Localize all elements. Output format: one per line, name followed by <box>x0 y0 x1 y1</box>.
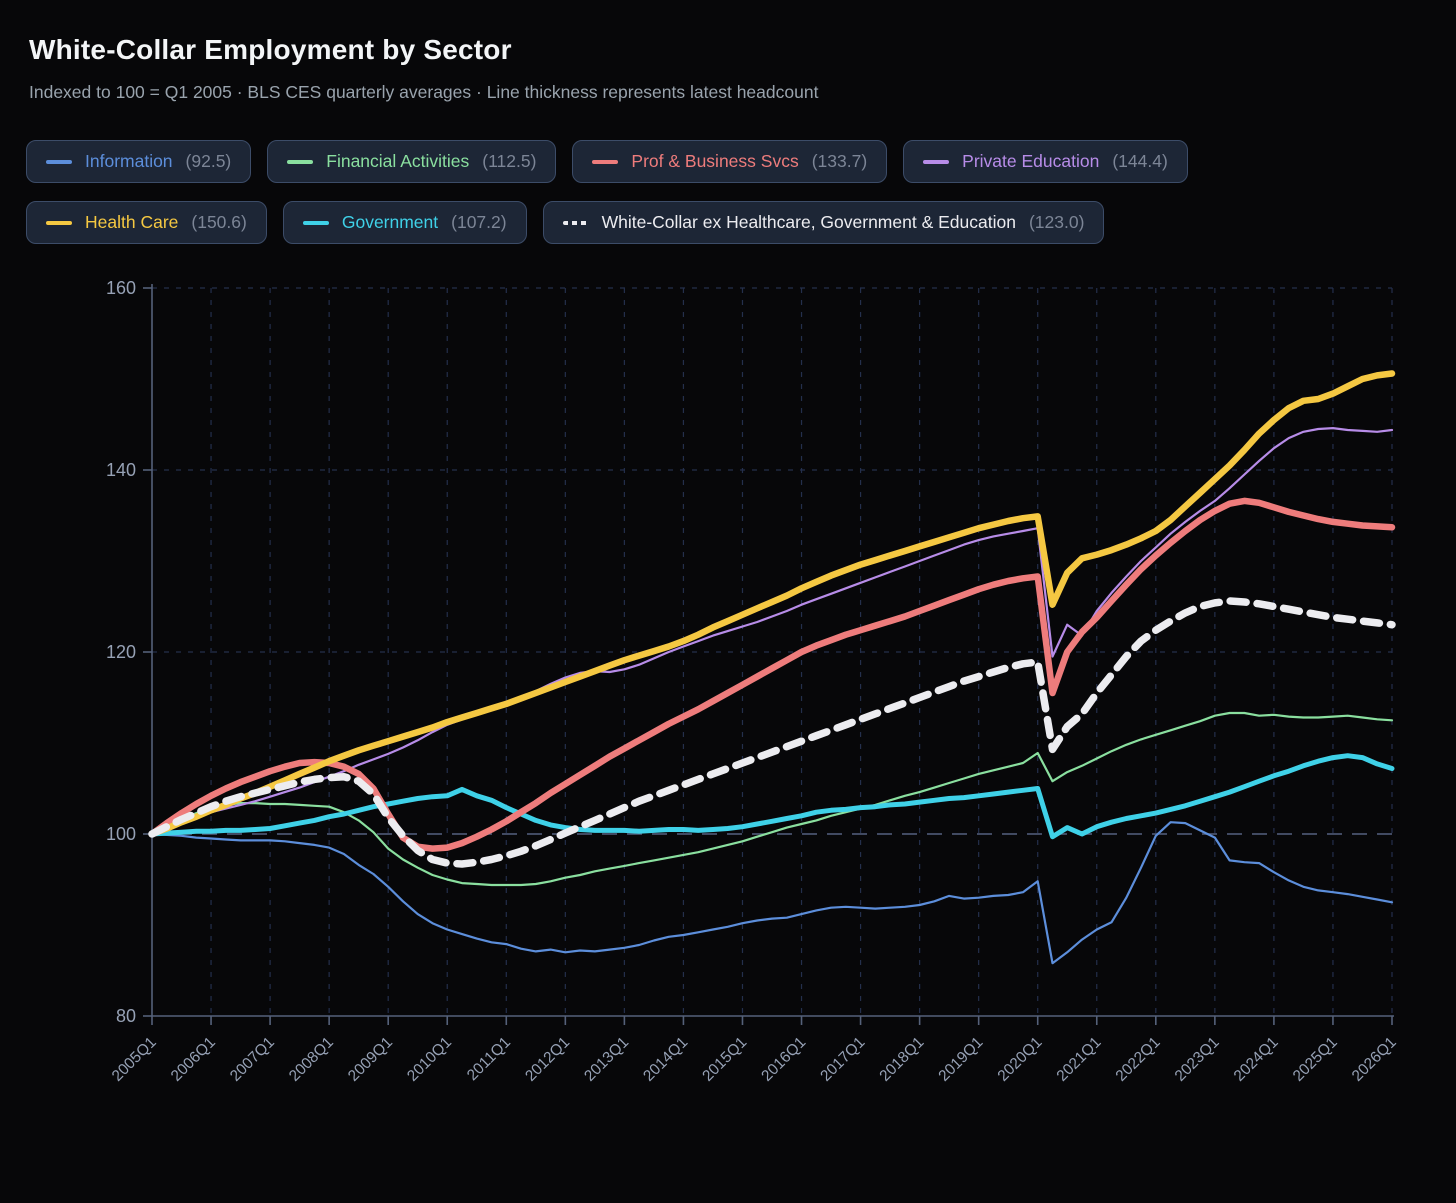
series-line-information <box>150 821 1394 965</box>
x-tick-label: 2023Q1 <box>1172 1034 1223 1085</box>
y-tick-label: 140 <box>106 460 136 480</box>
x-tick-label: 2016Q1 <box>758 1034 809 1085</box>
legend-swatch-health-care <box>46 220 72 225</box>
series-line-government <box>149 753 1395 840</box>
legend-chip-government[interactable]: Government (107.2) <box>282 201 527 244</box>
legend-label: Private Education <box>962 151 1100 171</box>
x-tick-label: 2012Q1 <box>522 1034 573 1085</box>
legend-swatch-government <box>302 220 329 225</box>
y-tick-label: 120 <box>106 642 136 662</box>
x-tick-label: 2008Q1 <box>286 1034 337 1085</box>
legend-label: Government <box>341 212 439 232</box>
x-tick-label: 2006Q1 <box>168 1034 219 1085</box>
chart-header: White-Collar Employment by Sector Indexe… <box>29 34 818 103</box>
x-tick-label: 2024Q1 <box>1231 1034 1282 1085</box>
legend-chip-information[interactable]: Information (92.5) <box>26 140 252 183</box>
series-line-financial-activities <box>150 711 1394 887</box>
y-tick-label: 100 <box>106 824 136 844</box>
legend-chip-private-education[interactable]: Private Education (144.4) <box>903 140 1188 183</box>
series-line-prof-business-svcs <box>148 497 1396 852</box>
y-tick-label: 80 <box>116 1006 136 1026</box>
legend-chip-white-collar-ex-healthcare-government-ed[interactable]: White-Collar ex Healthcare, Government &… <box>542 201 1105 244</box>
legend-latest-value: (107.2) <box>451 212 507 232</box>
legend-latest-value: (123.0) <box>1028 212 1085 232</box>
x-tick-label: 2026Q1 <box>1349 1034 1400 1085</box>
x-tick-label: 2005Q1 <box>109 1034 160 1085</box>
x-tick-label: 2022Q1 <box>1113 1034 1164 1085</box>
legend-label: White-Collar ex Healthcare, Government &… <box>601 212 1016 232</box>
x-tick-label: 2018Q1 <box>876 1034 927 1085</box>
x-tick-label: 2020Q1 <box>995 1034 1046 1085</box>
x-tick-label: 2011Q1 <box>464 1034 514 1084</box>
legend-latest-value: (150.6) <box>191 212 247 232</box>
legend-latest-value: (112.5) <box>482 151 537 171</box>
legend-swatch-private-education <box>923 159 950 164</box>
legend-swatch-financial-activities <box>287 159 314 164</box>
x-tick-label: 2015Q1 <box>699 1034 750 1085</box>
legend-chip-financial-activities[interactable]: Financial Activities (112.5) <box>267 140 557 183</box>
x-tick-label: 2010Q1 <box>404 1034 455 1085</box>
legend: Information (92.5) Financial Activities (11… <box>26 140 1346 262</box>
x-tick-label: 2014Q1 <box>640 1034 691 1085</box>
legend-latest-value: (92.5) <box>185 151 232 171</box>
x-tick-label: 2019Q1 <box>935 1034 986 1085</box>
series-line-white-collar-ex-healthcare-government-ed <box>148 597 1396 868</box>
legend-chip-prof-business-svcs[interactable]: Prof & Business Svcs (133.7) <box>572 140 888 183</box>
page-subtitle: Indexed to 100 = Q1 2005 · BLS CES quart… <box>29 82 819 102</box>
legend-label: Financial Activities <box>326 151 470 171</box>
x-tick-label: 2025Q1 <box>1290 1034 1341 1085</box>
page-title: White-Collar Employment by Sector <box>29 34 512 65</box>
legend-label: Information <box>85 151 173 171</box>
legend-label: Prof & Business Svcs <box>631 151 799 171</box>
x-tick-label: 2013Q1 <box>581 1034 632 1085</box>
x-tick-label: 2009Q1 <box>345 1034 396 1085</box>
series-line-private-education <box>150 427 1394 836</box>
y-tick-label: 160 <box>106 278 136 298</box>
x-tick-label: 2007Q1 <box>227 1034 278 1085</box>
legend-swatch-information <box>46 159 72 164</box>
legend-swatch-white-collar-ex-healthcare-government-ed <box>562 220 589 225</box>
series-line-health-care <box>148 370 1396 838</box>
legend-latest-value: (144.4) <box>1112 151 1168 171</box>
legend-swatch-prof-business-svcs <box>592 159 619 164</box>
legend-label: Health Care <box>85 212 179 232</box>
x-tick-label: 2021Q1 <box>1054 1034 1105 1085</box>
legend-latest-value: (133.7) <box>811 151 868 171</box>
legend-chip-health-care[interactable]: Health Care (150.6) <box>26 201 267 244</box>
x-tick-label: 2017Q1 <box>817 1034 868 1085</box>
